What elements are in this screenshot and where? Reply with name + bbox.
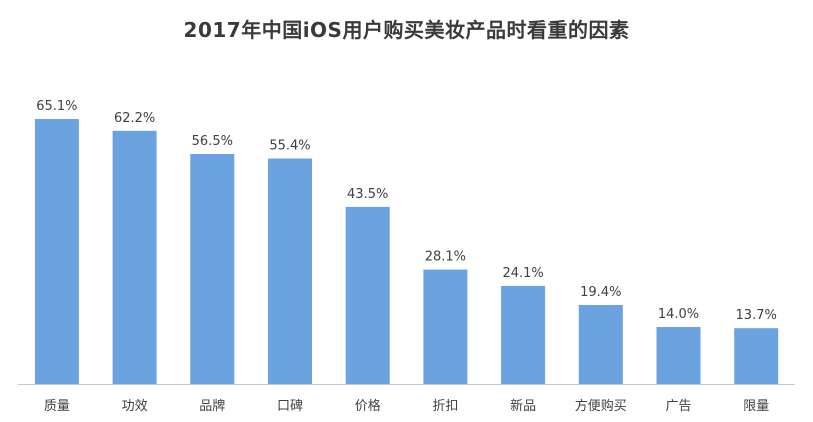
category-label-1: 功效: [122, 399, 148, 414]
category-label-0: 质量: [44, 399, 70, 414]
bar-1: [112, 130, 157, 384]
data-label-6: 24.1%: [502, 266, 543, 281]
bar-8: [656, 327, 701, 384]
bar-6: [501, 285, 546, 384]
data-label-5: 28.1%: [425, 250, 466, 265]
data-label-3: 55.4%: [269, 139, 310, 154]
data-label-8: 14.0%: [658, 307, 699, 322]
data-label-4: 43.5%: [347, 187, 388, 202]
data-label-1: 62.2%: [114, 111, 155, 126]
category-label-9: 限量: [743, 399, 769, 414]
chart-title: 2017年中国iOS用户购买美妆产品时看重的因素: [183, 18, 630, 42]
bar-9: [734, 328, 779, 384]
data-label-7: 19.4%: [580, 285, 621, 300]
category-label-6: 新品: [510, 398, 536, 414]
category-label-3: 口碑: [277, 398, 303, 414]
bar-3: [268, 158, 312, 384]
category-label-7: 方便购买: [575, 398, 627, 414]
category-label-8: 广告: [665, 399, 691, 414]
category-label-4: 价格: [355, 398, 381, 414]
bar-0: [34, 119, 79, 384]
category-label-5: 折扣: [432, 399, 458, 414]
category-label-2: 品牌: [199, 398, 225, 414]
data-label-9: 13.7%: [736, 308, 777, 323]
bar-2: [190, 154, 235, 384]
bar-7: [578, 305, 623, 384]
bar-5: [423, 269, 468, 384]
data-label-0: 65.1%: [36, 99, 77, 114]
data-label-2: 56.5%: [192, 134, 233, 149]
bar-4: [345, 206, 390, 384]
